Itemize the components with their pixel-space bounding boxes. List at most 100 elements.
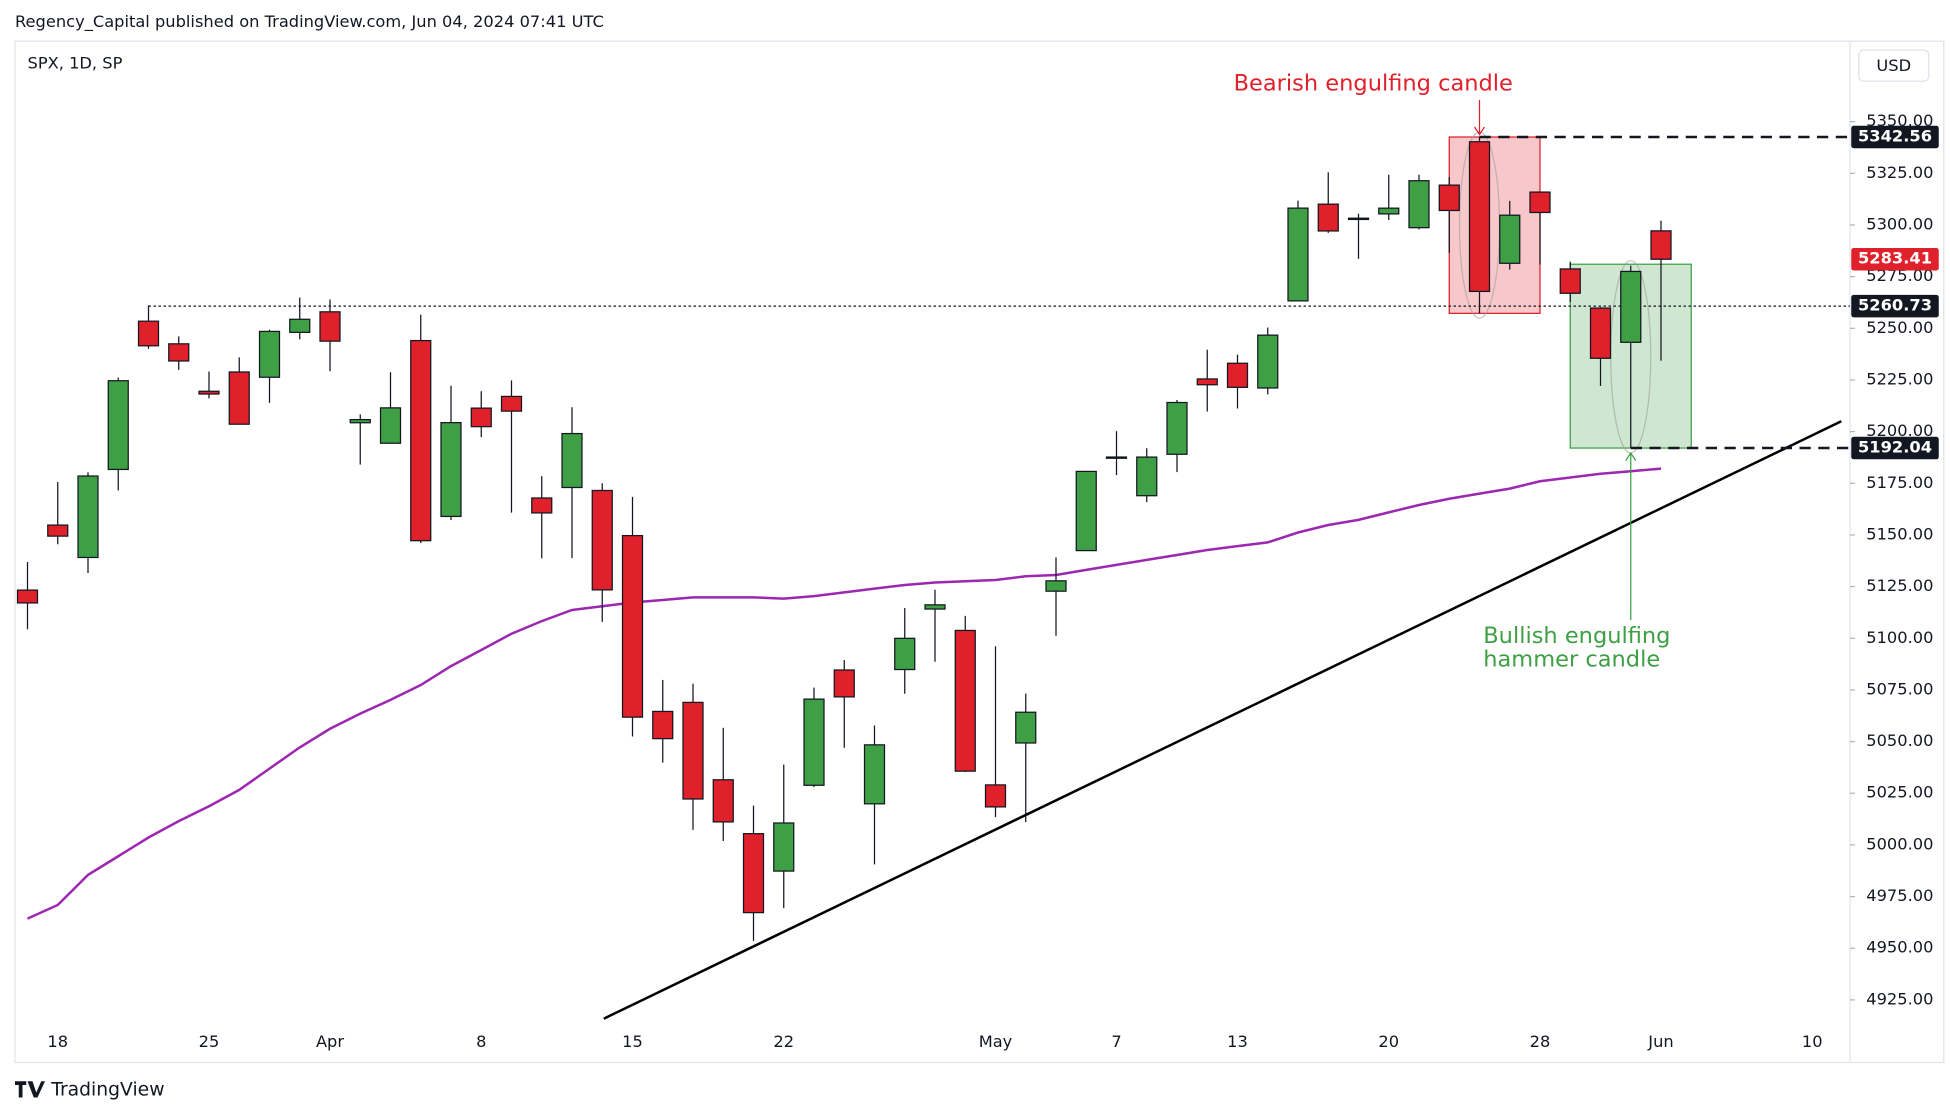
currency-box[interactable] [1858, 49, 1930, 82]
moving-average [26, 467, 1662, 920]
candle-body [228, 371, 250, 425]
candle-body [500, 395, 523, 412]
publisher: Regency_Capital published on TradingView… [15, 12, 604, 32]
candle-body [349, 418, 371, 424]
symbol-title: SPX, 1D, SP [28, 53, 123, 72]
candle-body [1347, 217, 1370, 221]
candle-body [954, 629, 976, 772]
price-label-box [1851, 436, 1939, 460]
y-tick-label: 5325.00 [1866, 163, 1933, 182]
candle-body [1620, 270, 1642, 343]
x-tick-label: 25 [199, 1032, 220, 1051]
candle-body [1317, 203, 1339, 232]
y-tick-label: 5175.00 [1866, 473, 1933, 492]
candle-body [1499, 214, 1521, 264]
x-tick-label: 10 [1802, 1032, 1823, 1051]
y-tick-label: 5025.00 [1866, 783, 1933, 802]
candle-body [1529, 191, 1551, 214]
candle-body [470, 407, 492, 428]
candle-body [1136, 456, 1158, 497]
y-tick-label: 5000.00 [1866, 834, 1933, 853]
x-tick-label: May [979, 1032, 1013, 1051]
candle-body [712, 779, 734, 823]
candle-body [1559, 268, 1581, 294]
candle-body [410, 339, 432, 542]
candle-body [652, 710, 674, 740]
y-tick-label: 4975.00 [1866, 886, 1933, 905]
x-tick-label: 20 [1378, 1032, 1399, 1051]
annotation: Bearish engulfing candle [1234, 70, 1513, 96]
candle-body [894, 637, 916, 671]
candle-body [1196, 378, 1218, 386]
price-label: 5192.04 [1858, 438, 1932, 457]
price-label-box [1851, 294, 1939, 318]
candle-body [16, 589, 39, 604]
candle-body [924, 604, 946, 610]
candle-body [1075, 470, 1097, 552]
candle-body [107, 380, 129, 471]
candle-body [77, 475, 99, 559]
logo-icon [15, 1081, 45, 1098]
y-tick-label: 5125.00 [1866, 576, 1933, 595]
y-tick-label: 5350.00 [1866, 111, 1933, 130]
annotation: hammer candle [1483, 647, 1660, 673]
candle-body [319, 311, 341, 342]
candle-body [1105, 456, 1128, 459]
x-tick-label: 15 [622, 1032, 643, 1051]
y-tick-label: 4925.00 [1866, 989, 1933, 1008]
frame [14, 40, 1945, 1064]
x-tick-label: 28 [1530, 1032, 1551, 1051]
y-tick-label: 5250.00 [1866, 318, 1933, 337]
candle-body [863, 744, 886, 805]
candle-body [531, 497, 553, 514]
price-label-box [1851, 247, 1939, 271]
candle-body [833, 669, 855, 698]
candle-body [1015, 711, 1037, 744]
x-tick-label: 18 [47, 1032, 68, 1051]
annotation-arrowhead [1625, 451, 1637, 461]
candle-body [1378, 207, 1400, 215]
candle-body [198, 390, 220, 395]
candle-body [682, 701, 704, 800]
candle-body [621, 534, 644, 718]
price-label: 5260.73 [1858, 296, 1932, 315]
candle-body [1045, 580, 1067, 592]
candle-body [742, 833, 765, 914]
candle-body [440, 422, 462, 518]
annotation-arrowhead [1473, 126, 1486, 136]
x-tick-label: 7 [1111, 1032, 1121, 1051]
x-tick-label: 22 [773, 1032, 794, 1051]
y-tick-label: 5150.00 [1866, 524, 1933, 543]
candle-body [1257, 334, 1279, 389]
candle-body [984, 784, 1007, 808]
y-tick-label: 5275.00 [1866, 266, 1933, 285]
candle-body [1226, 362, 1249, 388]
y-tick-label: 5075.00 [1866, 679, 1933, 698]
brand-logo [15, 1081, 45, 1098]
candle-body [258, 330, 281, 378]
candle-body [1166, 401, 1188, 455]
candle-body [1438, 184, 1460, 212]
price-label: 5342.56 [1858, 127, 1932, 146]
candle-body [137, 320, 160, 347]
y-tick-label: 5300.00 [1866, 214, 1933, 233]
candle-body [561, 432, 583, 489]
price-label: 5283.41 [1858, 249, 1932, 268]
x-tick-label: 13 [1227, 1032, 1248, 1051]
y-tick-label: 5100.00 [1866, 628, 1933, 647]
y-tick-label: 5050.00 [1866, 731, 1933, 750]
candle-body [773, 822, 795, 872]
price-label-box [1851, 125, 1939, 149]
candle-body [591, 489, 613, 591]
y-tick-label: 5225.00 [1866, 369, 1933, 388]
annotation: Bullish engulfing [1483, 623, 1670, 649]
candle-body [1287, 207, 1309, 302]
candle-body [1589, 307, 1612, 359]
x-tick-label: 8 [476, 1032, 486, 1051]
y-tick-label: 4950.00 [1866, 938, 1933, 957]
brand: TradingView [50, 1080, 164, 1101]
currency[interactable]: USD [1876, 56, 1911, 75]
candle-body [289, 318, 311, 333]
